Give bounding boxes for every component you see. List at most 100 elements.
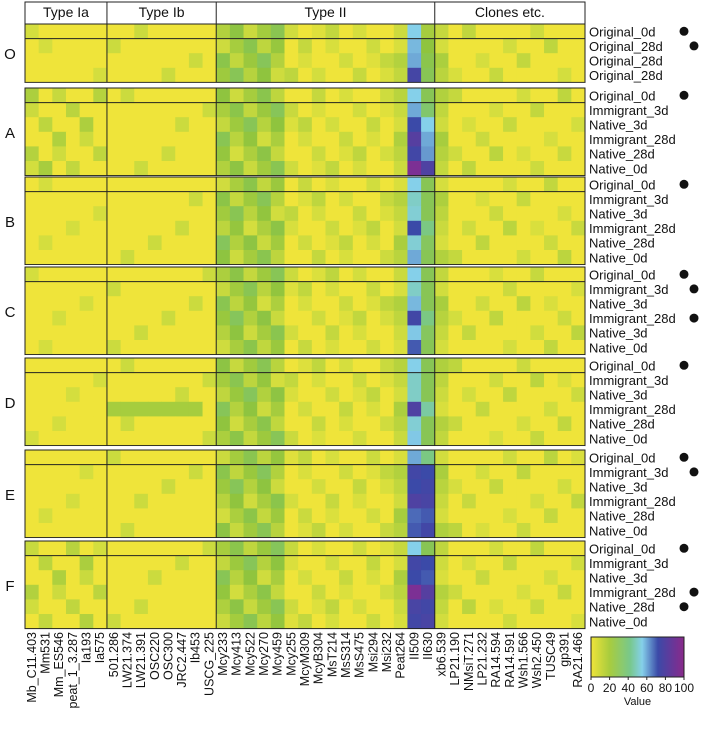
heatmap-cell [243, 479, 258, 495]
heatmap-cell [325, 53, 340, 69]
panel-C: Original_0dImmigrant_3dNative_3dImmigran… [5, 266, 699, 359]
heatmap-cell [339, 387, 354, 403]
heatmap-cell [188, 131, 203, 147]
heatmap-cell [270, 131, 285, 147]
heatmap-cell [530, 146, 545, 162]
heatmap-cell [147, 541, 162, 556]
heatmap-cell [475, 146, 490, 162]
heatmap-cell [325, 614, 340, 629]
heatmap-cell [161, 450, 176, 465]
heatmap-cell [516, 523, 531, 538]
heatmap-cell [462, 325, 477, 341]
heatmap-cell [161, 235, 176, 251]
heatmap-cell [134, 340, 149, 355]
heatmap-cell [106, 281, 122, 297]
heatmap-cell [270, 416, 285, 432]
heatmap-cell [352, 479, 367, 495]
heatmap-cell [188, 401, 203, 417]
heatmap-cell [175, 191, 190, 207]
heatmap-cell [311, 206, 326, 222]
heatmap-cell [516, 53, 531, 69]
heatmap-cell [38, 235, 53, 251]
heatmap-cell [65, 161, 81, 176]
row-label: Native_0d [589, 431, 648, 446]
heatmap-cell [38, 431, 53, 446]
heatmap-cell [284, 464, 299, 480]
heatmap-cell [393, 450, 408, 465]
heatmap-cell [557, 325, 572, 341]
heatmap-cell [106, 325, 122, 341]
heatmap-cell [516, 599, 531, 615]
heatmap-cell [243, 358, 258, 373]
heatmap-cell [93, 599, 108, 615]
heatmap-cell [188, 464, 203, 480]
heatmap-cell [530, 387, 545, 403]
heatmap-cell [134, 372, 149, 388]
heatmap-cell [93, 431, 108, 446]
heatmap-cell [257, 88, 272, 103]
heatmap-cell [270, 584, 285, 600]
heatmap-cell [243, 281, 258, 297]
heatmap-cell [134, 584, 149, 600]
heatmap-cell [106, 358, 122, 373]
row-label: Native_3d [589, 388, 648, 403]
heatmap-cell [462, 401, 477, 417]
heatmap-cell [188, 584, 203, 600]
heatmap-cell [38, 281, 53, 297]
heatmap-cell [421, 102, 436, 118]
column-label: JRC2.447 [175, 632, 189, 688]
heatmap-cell [489, 24, 504, 39]
row-label: Immigrant_3d [589, 103, 668, 118]
heatmap-cell [257, 450, 272, 465]
heatmap-cell [298, 555, 313, 571]
heatmap-cell [284, 296, 299, 312]
heatmap-cell [530, 281, 545, 297]
heatmap-cell [571, 102, 586, 118]
heatmap-cell [52, 281, 67, 297]
heatmap-cell [106, 131, 122, 147]
heatmap-cell [298, 310, 313, 326]
heatmap-cell [257, 416, 272, 432]
heatmap-cell [380, 555, 395, 571]
heatmap-cell [229, 325, 244, 341]
row-label: Original_0d [589, 88, 656, 103]
heatmap-cell [106, 584, 122, 600]
heatmap-cell [188, 38, 203, 54]
heatmap-cell [339, 493, 354, 509]
heatmap-cell [298, 267, 313, 282]
heatmap-cell [448, 570, 463, 586]
row-label: Immigrant_28d [589, 221, 676, 236]
heatmap-cell [38, 177, 53, 192]
heatmap-cell [202, 493, 217, 509]
heatmap-cell [339, 416, 354, 432]
heatmap-cell [489, 67, 504, 83]
row-label: Original_0d [589, 541, 656, 556]
heatmap-cell [106, 431, 122, 446]
heatmap-cell [298, 161, 313, 176]
heatmap-cell [161, 161, 176, 176]
heatmap-cell [93, 493, 108, 509]
heatmap-cell [489, 464, 504, 480]
heatmap-cell [544, 191, 559, 207]
heatmap-cell [284, 131, 299, 147]
heatmap-cell [544, 53, 559, 69]
colorbar-tick-label: 100 [674, 681, 694, 695]
heatmap-cell [229, 267, 244, 282]
heatmap-cell [161, 131, 176, 147]
heatmap-cell [175, 479, 190, 495]
heatmap-cell [311, 464, 326, 480]
heatmap-cell [325, 570, 340, 586]
heatmap-cell [106, 464, 122, 480]
heatmap-cell [380, 614, 395, 629]
heatmap-cell [352, 541, 367, 556]
heatmap-cell [147, 599, 162, 615]
column-label: RA14.594 [489, 632, 503, 688]
heatmap-cell [298, 88, 313, 103]
heatmap-cell [284, 250, 299, 265]
heatmap-cell [421, 450, 436, 465]
heatmap-cell [120, 584, 135, 600]
heatmap-cell [229, 416, 244, 432]
heatmap-cell [52, 117, 67, 133]
heatmap-cell [462, 102, 477, 118]
heatmap-cell [298, 117, 313, 133]
